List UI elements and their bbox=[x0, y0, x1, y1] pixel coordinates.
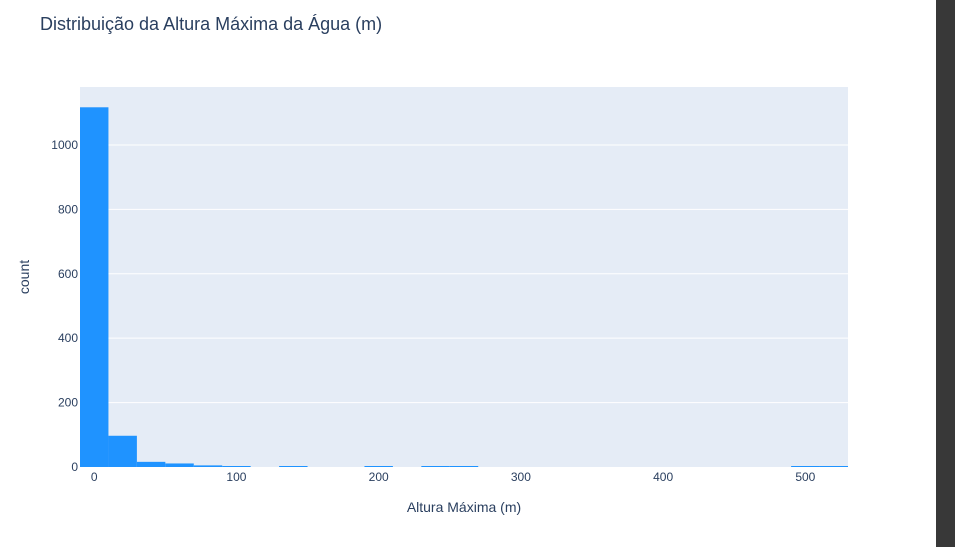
x-tick-label: 0 bbox=[91, 470, 98, 484]
x-tick-labels: 0 100 200 300 400 500 bbox=[91, 470, 816, 484]
y-axis-title: count bbox=[16, 260, 32, 294]
histogram-bar bbox=[136, 461, 166, 467]
x-tick-label: 500 bbox=[795, 470, 815, 484]
histogram-bar bbox=[193, 465, 223, 467]
x-tick-label: 300 bbox=[511, 470, 531, 484]
x-tick-label: 100 bbox=[226, 470, 246, 484]
histogram-bar bbox=[421, 466, 450, 467]
scrollbar[interactable] bbox=[936, 0, 955, 547]
x-axis-title: Altura Máxima (m) bbox=[407, 499, 521, 515]
y-tick-label: 200 bbox=[58, 396, 78, 410]
histogram-bar bbox=[165, 463, 194, 467]
x-tick-label: 200 bbox=[369, 470, 389, 484]
histogram-bar bbox=[819, 466, 848, 467]
histogram-chart: 0 100 200 300 400 500 0 200 400 600 800 1000 Altur… bbox=[16, 87, 848, 515]
gridlines bbox=[80, 144, 848, 404]
x-tick-label: 400 bbox=[653, 470, 673, 484]
chart-title: Distribuição da Altura Máxima da Água (m… bbox=[40, 14, 383, 34]
histogram-bar bbox=[80, 107, 109, 467]
plot-area bbox=[80, 87, 848, 467]
y-tick-label: 600 bbox=[58, 267, 78, 281]
histogram-bar bbox=[222, 466, 251, 467]
y-tick-label: 800 bbox=[58, 202, 78, 216]
y-tick-label: 1000 bbox=[51, 138, 78, 152]
histogram-bar bbox=[791, 466, 820, 467]
histogram-bar bbox=[279, 466, 308, 467]
histogram-bar bbox=[364, 466, 393, 467]
y-tick-label: 0 bbox=[71, 460, 78, 474]
histogram-bar bbox=[108, 435, 137, 467]
histogram-bar bbox=[449, 466, 479, 467]
y-tick-label: 400 bbox=[58, 331, 78, 345]
y-tick-labels: 0 200 400 600 800 1000 bbox=[51, 138, 78, 474]
bars bbox=[80, 107, 848, 467]
